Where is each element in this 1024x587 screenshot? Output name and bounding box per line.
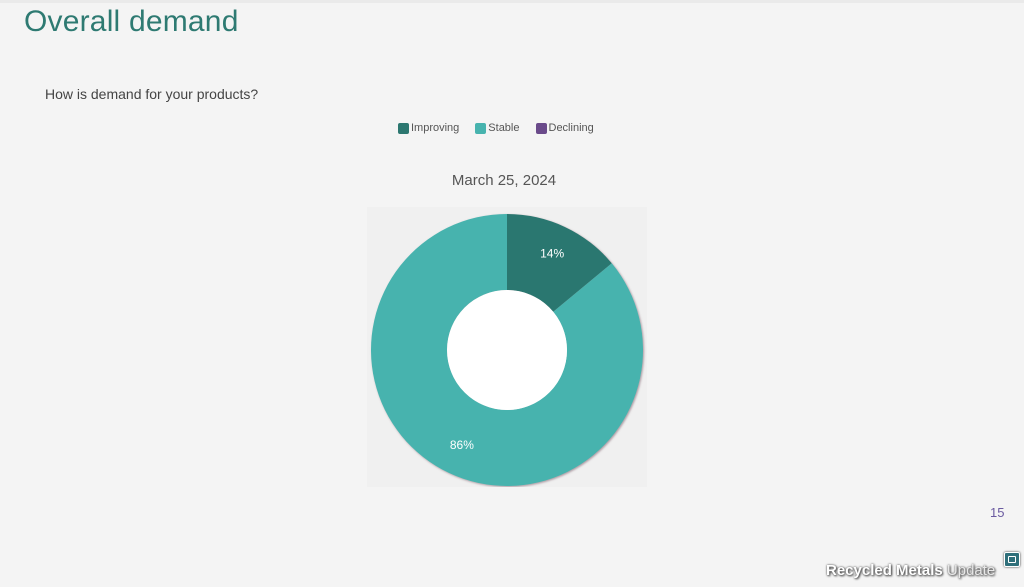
legend-item-stable: Stable [475,122,520,134]
legend-label-stable: Stable [488,122,520,134]
brand-name-light: Update [946,562,996,579]
slice-label-improving: 14% [540,246,564,260]
survey-question: How is demand for your products? [45,86,259,102]
slide-title: Overall demand [24,5,239,38]
legend-item-improving: Improving [398,122,459,134]
legend-swatch-declining [535,122,547,134]
donut-slice-stable [370,213,643,486]
brand-name-bold: Recycled Metals [826,562,943,579]
page-number: 15 [990,505,1005,520]
donut-slice-improving [507,214,612,312]
chart-title: March 25, 2024 [451,172,557,189]
donut-chart: 14% 86% [370,213,643,486]
slice-label-stable: 86% [450,438,474,452]
brand-watermark: Recycled Metals Update [826,562,995,579]
top-rule [0,0,1024,3]
donut-hole [447,290,567,410]
legend-label-improving: Improving [411,122,460,134]
chart-legend: Improving Stable Declining [398,122,610,134]
legend-label-declining: Declining [548,122,594,134]
legend-item-declining: Declining [535,122,594,134]
legend-swatch-improving [398,122,409,134]
legend-swatch-stable [475,122,487,134]
brand-logo-icon [1004,552,1020,567]
